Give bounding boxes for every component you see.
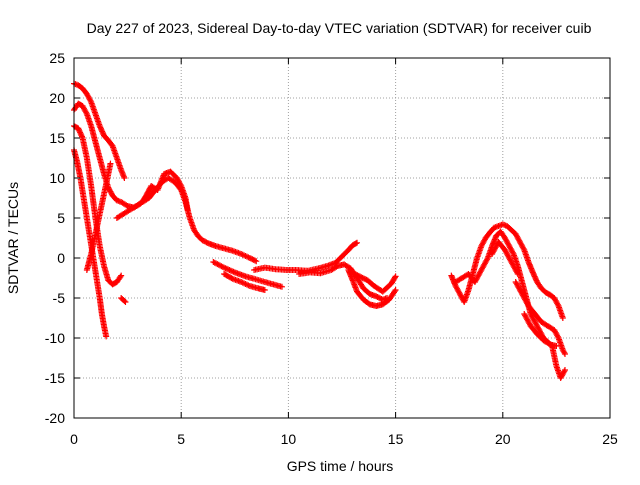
data-point bbox=[98, 127, 105, 134]
data-point bbox=[219, 263, 226, 270]
data-point bbox=[107, 160, 114, 167]
data-points bbox=[71, 80, 568, 381]
data-point bbox=[78, 132, 85, 139]
series-track-5 bbox=[83, 160, 114, 273]
data-point bbox=[520, 245, 527, 252]
series-track-11 bbox=[251, 239, 361, 274]
axis-ticks: 0 5 10 15 20 25 -20 -15 -10 -5 0 5 10 15 20 25 bbox=[45, 50, 618, 447]
data-point bbox=[96, 123, 103, 129]
data-point bbox=[121, 298, 128, 304]
series-track-13 bbox=[345, 267, 399, 309]
chart-title: Day 227 of 2023, Sidereal Day-to-day VTE… bbox=[87, 20, 592, 36]
data-point bbox=[108, 141, 115, 148]
series-track-16 bbox=[452, 228, 568, 381]
series-track-6 bbox=[118, 295, 129, 305]
data-point bbox=[261, 287, 268, 293]
data-point bbox=[103, 333, 110, 340]
data-point bbox=[117, 273, 124, 280]
data-point bbox=[391, 274, 398, 281]
x-tick-label: 20 bbox=[495, 431, 511, 447]
data-point bbox=[99, 129, 106, 136]
data-point bbox=[87, 97, 94, 104]
data-point bbox=[121, 175, 128, 181]
x-tick-label: 25 bbox=[602, 431, 618, 447]
y-tick-label: 20 bbox=[49, 90, 65, 106]
data-point bbox=[532, 274, 539, 281]
series-track-17 bbox=[512, 279, 568, 357]
data-point bbox=[561, 351, 568, 357]
series-track-19 bbox=[521, 311, 560, 349]
data-point bbox=[529, 269, 536, 276]
x-tick-label: 5 bbox=[177, 431, 185, 447]
data-point bbox=[76, 128, 83, 135]
data-point bbox=[561, 367, 568, 373]
data-point bbox=[97, 124, 104, 131]
x-tick-label: 0 bbox=[70, 431, 78, 447]
y-tick-label: 0 bbox=[57, 250, 65, 266]
data-point bbox=[184, 207, 191, 213]
data-point bbox=[392, 273, 399, 280]
data-point bbox=[532, 276, 539, 283]
y-tick-label: -15 bbox=[45, 370, 65, 386]
data-point bbox=[251, 257, 258, 264]
series-track-8 bbox=[141, 168, 191, 213]
series-track-7 bbox=[113, 175, 260, 265]
data-point bbox=[228, 275, 235, 282]
data-point bbox=[561, 368, 568, 375]
data-point bbox=[354, 239, 361, 246]
data-point bbox=[118, 272, 125, 279]
data-point bbox=[530, 270, 537, 277]
y-tick-label: -10 bbox=[45, 330, 65, 346]
y-tick-label: 15 bbox=[49, 130, 65, 146]
series-track-3 bbox=[71, 123, 125, 288]
data-point bbox=[531, 272, 538, 279]
grid bbox=[74, 58, 610, 418]
data-point bbox=[392, 287, 399, 293]
y-tick-label: -5 bbox=[53, 290, 66, 306]
data-point bbox=[253, 258, 260, 265]
series-track-1 bbox=[71, 80, 128, 181]
data-point bbox=[77, 129, 84, 136]
x-axis-label: GPS time / hours bbox=[287, 458, 394, 474]
data-point bbox=[78, 133, 85, 140]
data-point bbox=[509, 249, 516, 256]
y-tick-label: 25 bbox=[49, 50, 65, 66]
data-point bbox=[554, 301, 561, 308]
data-point bbox=[531, 273, 538, 280]
series-track-14 bbox=[351, 271, 399, 295]
series-track-18 bbox=[489, 239, 521, 277]
data-point bbox=[278, 283, 285, 290]
series-track-10 bbox=[221, 271, 268, 293]
data-point bbox=[559, 315, 566, 321]
data-point bbox=[561, 349, 568, 356]
series-track-15 bbox=[448, 221, 566, 321]
data-point bbox=[75, 126, 82, 133]
data-point bbox=[83, 109, 90, 116]
plot-frame bbox=[73, 57, 611, 419]
x-tick-label: 15 bbox=[388, 431, 404, 447]
data-point bbox=[391, 288, 398, 295]
y-axis-label: SDTVAR / TECUs bbox=[5, 182, 21, 294]
series-track-9 bbox=[210, 259, 285, 290]
data-point bbox=[75, 125, 82, 132]
y-tick-label: -20 bbox=[45, 410, 65, 426]
data-point bbox=[514, 269, 521, 276]
data-point bbox=[553, 343, 560, 349]
data-point bbox=[177, 181, 184, 188]
x-tick-label: 10 bbox=[281, 431, 297, 447]
data-point bbox=[122, 299, 129, 305]
data-point bbox=[484, 256, 491, 263]
data-point bbox=[77, 130, 84, 137]
data-point bbox=[514, 271, 521, 277]
data-point bbox=[97, 125, 104, 132]
data-point bbox=[554, 333, 561, 340]
y-tick-label: 10 bbox=[49, 170, 65, 186]
data-point bbox=[99, 128, 106, 135]
y-tick-label: 5 bbox=[57, 210, 65, 226]
